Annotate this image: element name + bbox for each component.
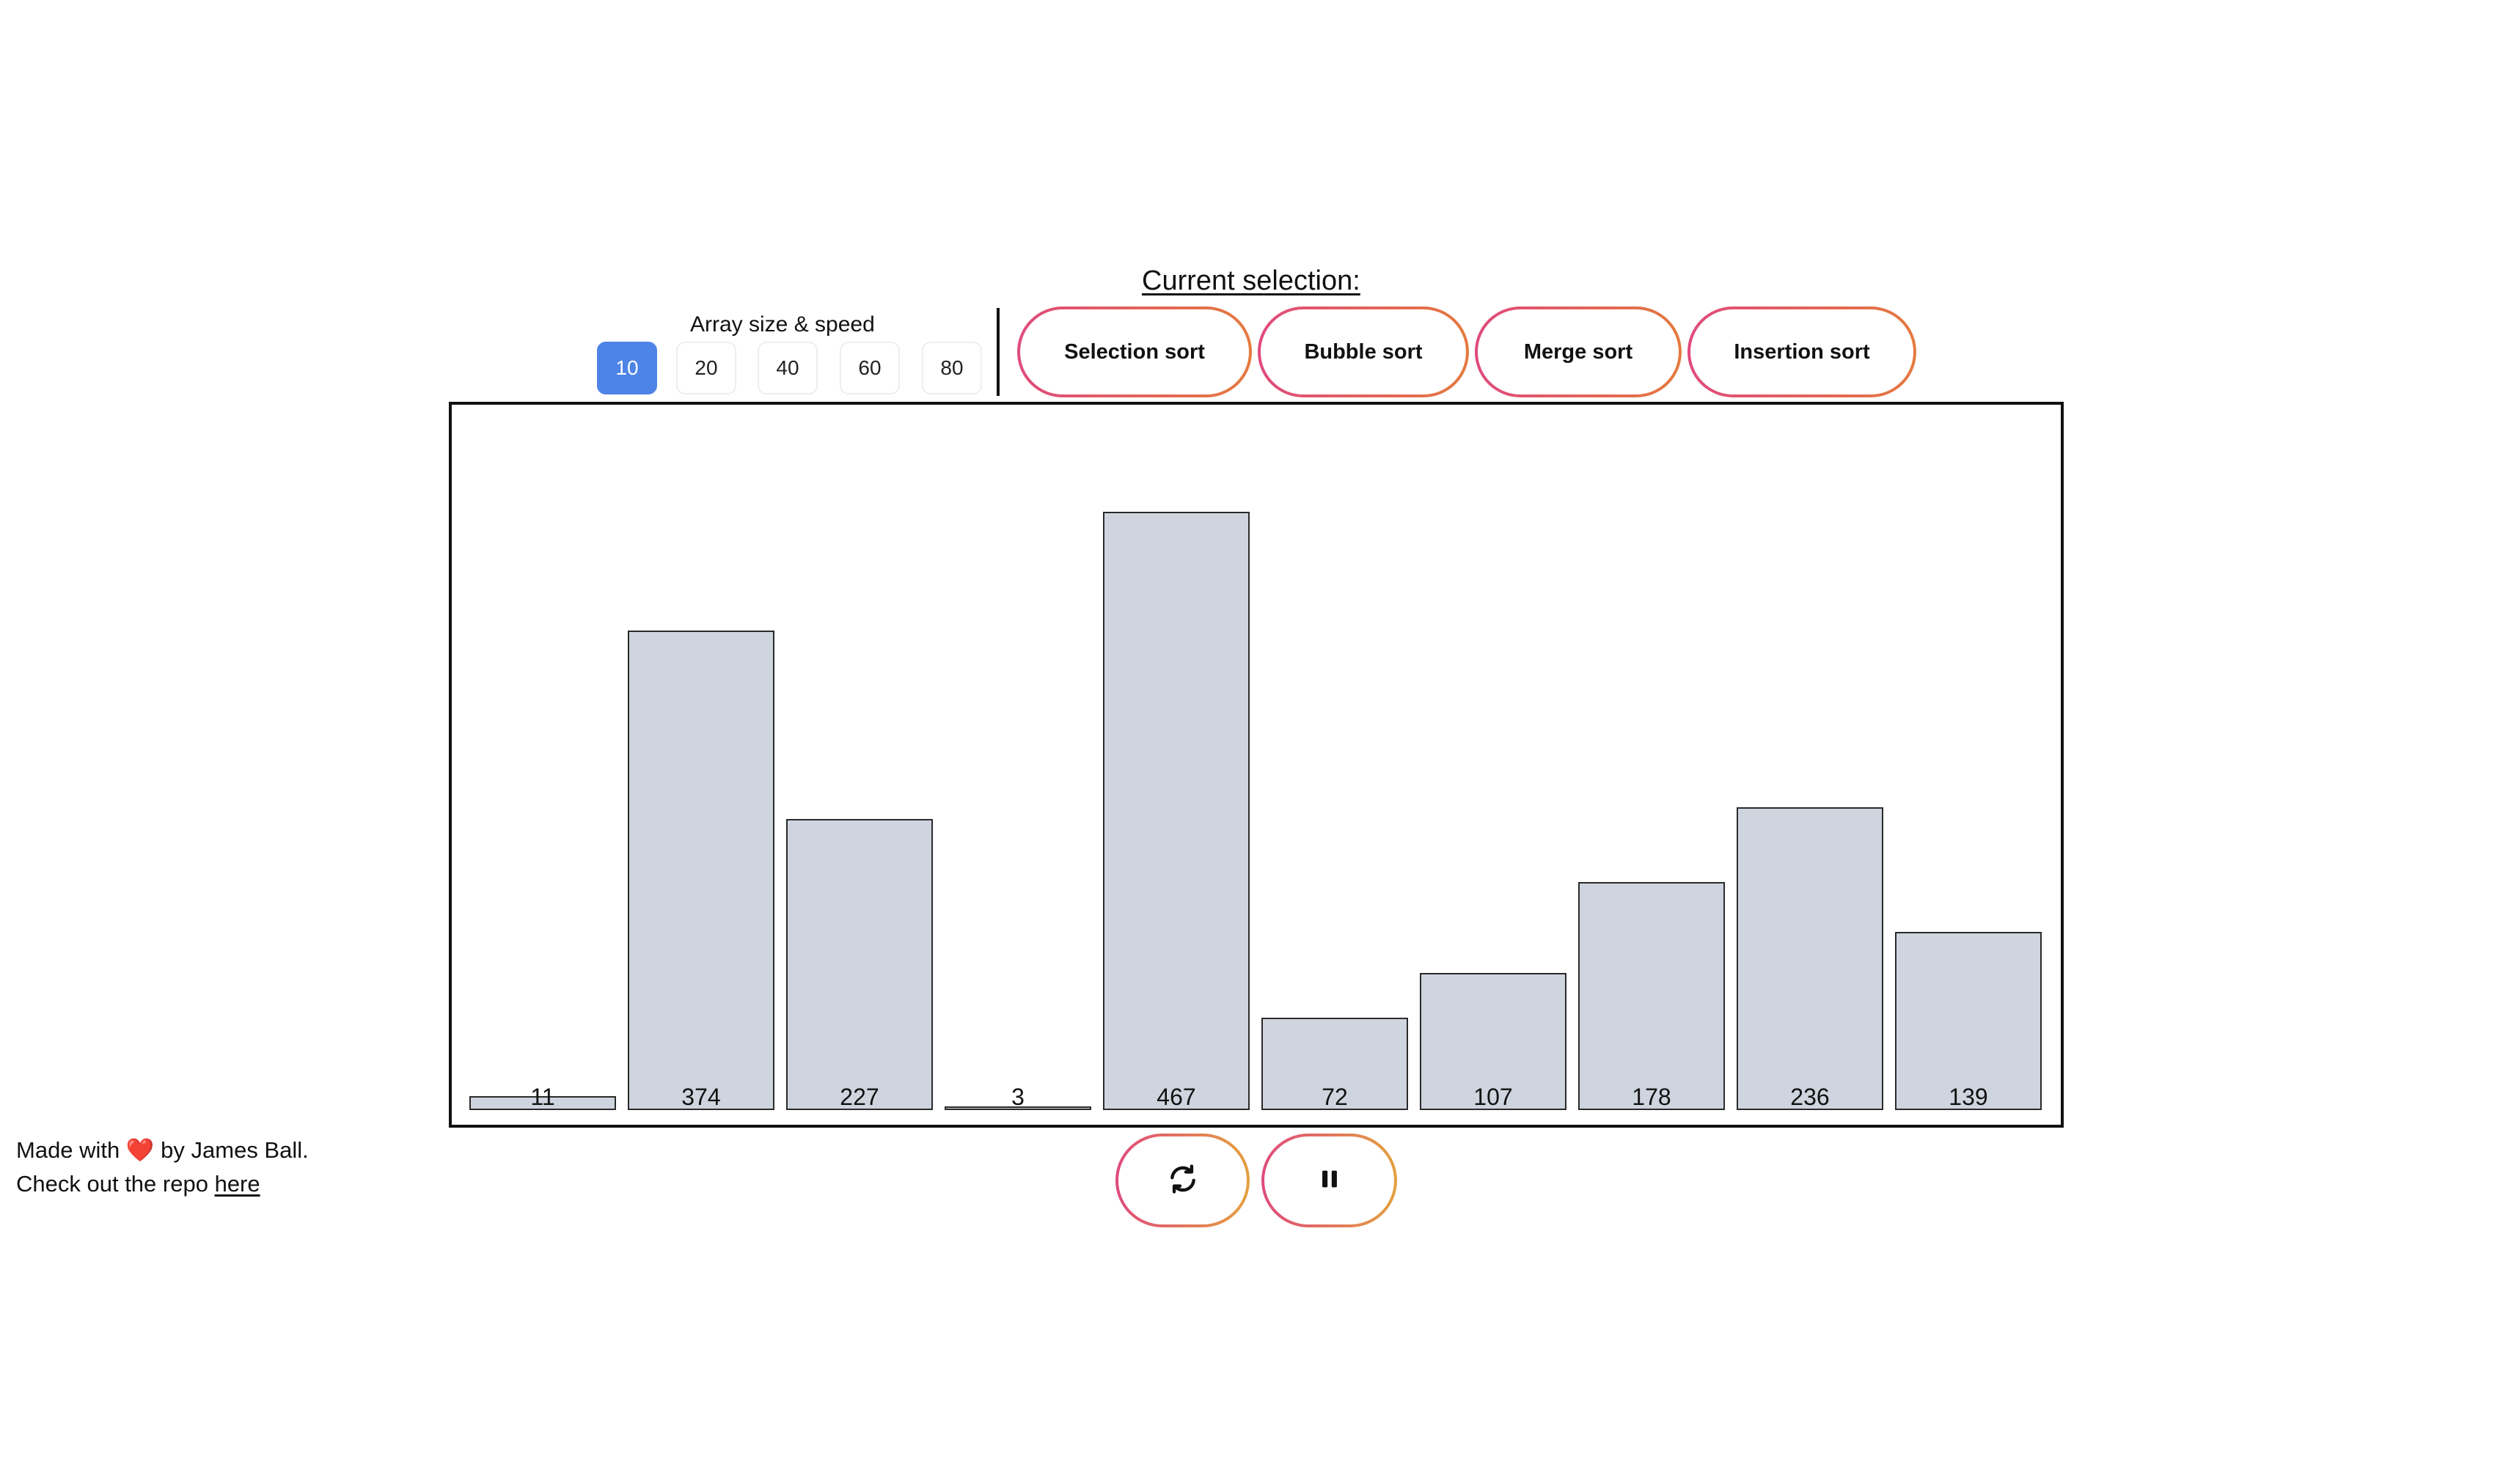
- refresh-icon: [1167, 1163, 1199, 1199]
- footer-author: by James Ball.: [161, 1137, 309, 1163]
- array-bar: 467: [1103, 511, 1250, 1110]
- bar-value-label: 107: [1473, 1083, 1513, 1110]
- array-bar: 236: [1737, 807, 1883, 1110]
- array-bar: 72: [1261, 1018, 1408, 1110]
- reset-button[interactable]: [1115, 1134, 1250, 1227]
- bar-value-label: 227: [840, 1083, 879, 1110]
- array-bar-chart: 11 374 227 3 467 72 107 178 236 139: [449, 402, 2064, 1128]
- current-selection-title: Current selection:: [1142, 265, 1360, 296]
- bubble-sort-button[interactable]: Bubble sort: [1258, 306, 1469, 397]
- array-bar: 107: [1420, 972, 1566, 1110]
- array-bar: 139: [1895, 932, 2042, 1110]
- size-option-40[interactable]: 40: [758, 342, 818, 394]
- size-option-10[interactable]: 10: [597, 342, 657, 394]
- insertion-sort-button[interactable]: Insertion sort: [1687, 306, 1916, 397]
- array-bar: 227: [786, 819, 933, 1110]
- merge-sort-button[interactable]: Merge sort: [1475, 306, 1682, 397]
- repo-link[interactable]: here: [214, 1171, 260, 1197]
- size-option-60[interactable]: 60: [840, 342, 900, 394]
- array-bar: 374: [628, 631, 774, 1110]
- array-bar: 3: [945, 1084, 1091, 1110]
- footer-credits: Made with ❤️ by James Ball. Check out th…: [16, 1134, 309, 1201]
- array-size-speed-label: Array size & speed: [690, 312, 875, 337]
- toolbar-divider: [997, 308, 1000, 396]
- pause-button[interactable]: [1261, 1134, 1397, 1227]
- size-option-20[interactable]: 20: [676, 342, 736, 394]
- bar-value-label: 3: [1011, 1083, 1025, 1110]
- bar-value-label: 374: [681, 1083, 721, 1110]
- array-bar: 178: [1578, 881, 1725, 1110]
- bar-value-label: 139: [1949, 1083, 1988, 1110]
- bar-value-label: 467: [1157, 1083, 1196, 1110]
- array-bar: 11: [469, 1084, 616, 1110]
- bar-value-label: 72: [1322, 1083, 1348, 1110]
- size-option-80[interactable]: 80: [922, 342, 982, 394]
- footer-repo-text: Check out the repo: [16, 1171, 208, 1197]
- heart-icon: ❤️: [125, 1137, 155, 1163]
- footer-made-with: Made with: [16, 1137, 120, 1163]
- selection-sort-button[interactable]: Selection sort: [1017, 306, 1252, 397]
- pause-icon: [1317, 1167, 1342, 1195]
- bar-value-label: 178: [1632, 1083, 1671, 1110]
- bar-value-label: 236: [1790, 1083, 1830, 1110]
- bar-value-label: 11: [530, 1083, 555, 1110]
